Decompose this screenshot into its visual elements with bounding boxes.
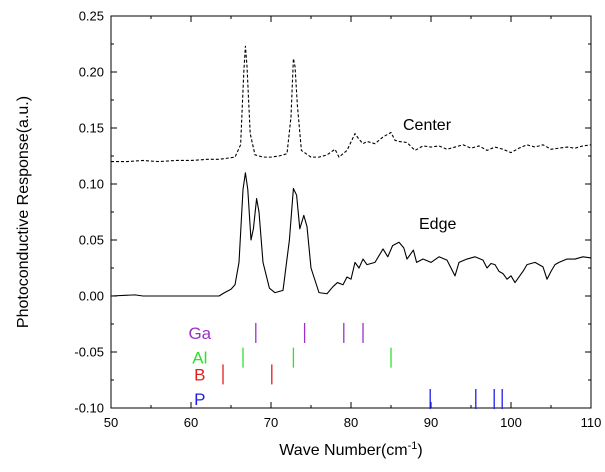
y-tick-label: 0.00	[79, 289, 104, 304]
x-axis-title-tail: )	[417, 442, 422, 459]
x-tick-label: 50	[104, 415, 118, 430]
x-tick-label: 90	[424, 415, 438, 430]
x-axis-title: Wave Number(cm-1)	[279, 440, 422, 459]
y-tick-label: 0.25	[79, 9, 104, 24]
y-tick-label: 0.15	[79, 121, 104, 136]
marker-label-ga: Ga	[188, 324, 211, 343]
x-tick-label: 110	[581, 415, 602, 430]
x-axis-title-sup: -1	[408, 440, 418, 452]
series-line-center	[111, 45, 592, 163]
annotation-center: Center	[403, 117, 452, 134]
y-axis-title: Photoconductive Response(a.u.)	[15, 96, 32, 328]
series-line-edge	[110, 172, 592, 297]
x-tick-label: 70	[264, 415, 278, 430]
series-group	[110, 45, 592, 297]
y-tick-label: -0.10	[74, 401, 104, 416]
x-tick-label: 60	[184, 415, 198, 430]
annotation-edge: Edge	[419, 216, 456, 233]
x-tick-label: 80	[344, 415, 358, 430]
y-tick-label: -0.05	[74, 345, 104, 360]
marker-label-b: B	[194, 365, 205, 384]
y-tick-label: 0.20	[79, 65, 104, 80]
marker-label-al: Al	[192, 349, 207, 368]
x-axis: 50 60 70 80 90 100 110	[104, 16, 602, 430]
y-tick-label: 0.10	[79, 177, 104, 192]
y-tick-label: 0.05	[79, 233, 104, 248]
annotations: Center Edge	[403, 117, 456, 233]
x-axis-title-main: Wave Number(cm	[279, 442, 407, 459]
x-tick-label: 100	[500, 415, 522, 430]
y-axis: -0.10 -0.05 0.00 0.05 0.10 0.15 0.20 0.25	[74, 9, 591, 416]
marker-label-p: P	[194, 390, 205, 409]
plot-frame	[110, 15, 592, 409]
